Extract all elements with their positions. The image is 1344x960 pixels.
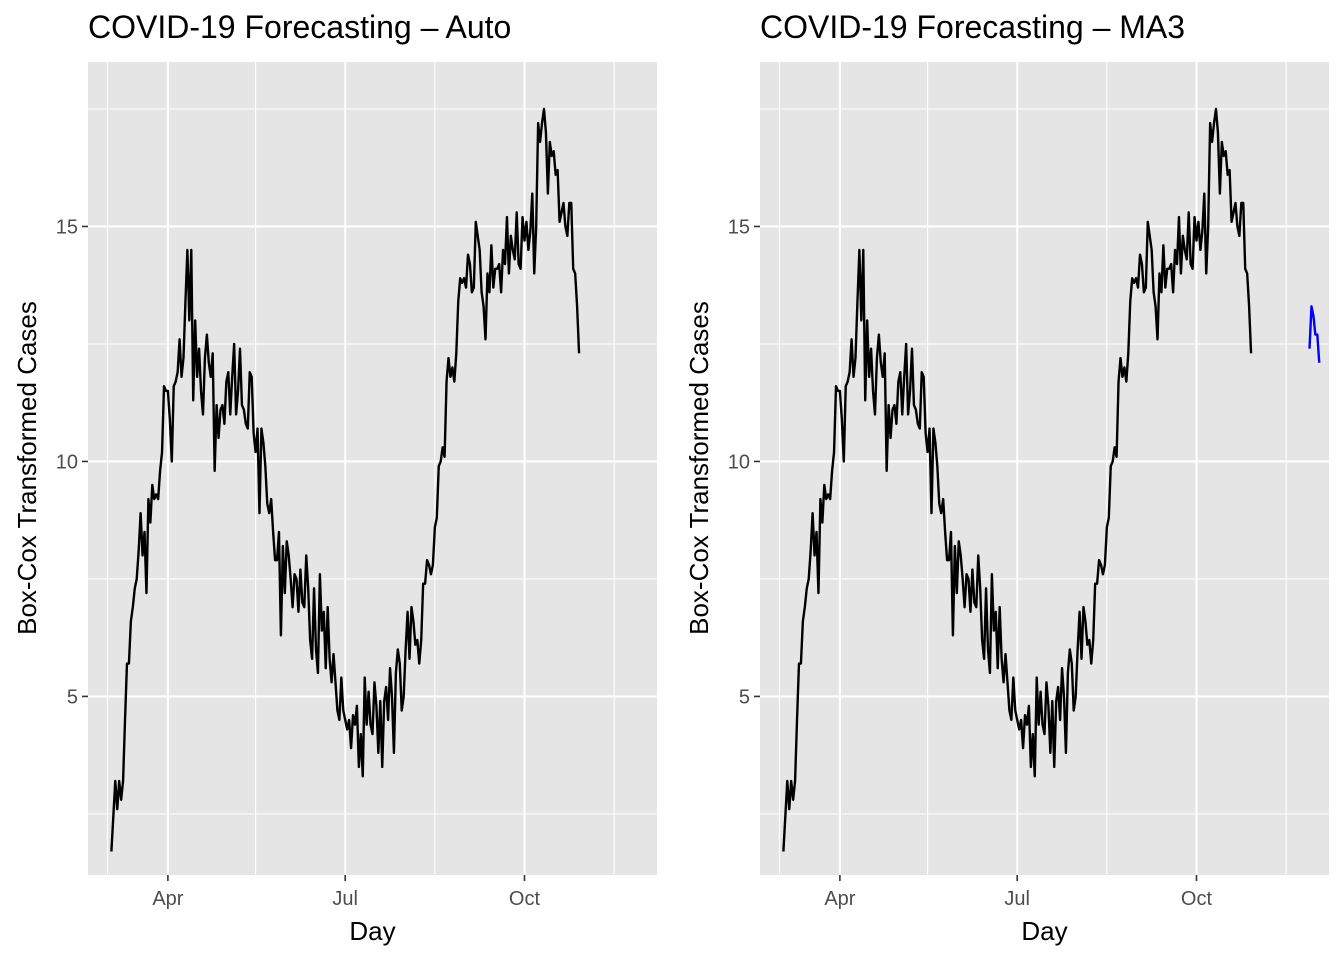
axes-ma3: 5 10 15 Apr Jul Oct: [728, 216, 1213, 910]
panel-title-ma3: COVID-19 Forecasting – MA3: [760, 9, 1185, 45]
grid-auto: [88, 62, 657, 875]
y-tick-label: 15: [728, 216, 750, 238]
forecast-line: [1308, 305, 1321, 363]
y-axis-title-auto: Box-Cox Transformed Cases: [12, 301, 42, 635]
axes-auto: 5 10 15 Apr Jul Oct: [56, 216, 541, 910]
y-tick-label: 5: [739, 686, 750, 708]
y-tick-label: 10: [728, 451, 750, 473]
y-axis-title-ma3: Box-Cox Transformed Cases: [684, 301, 714, 635]
plot-area-auto: [88, 62, 657, 875]
grid-ma3: [760, 62, 1329, 875]
x-tick-label: Jul: [332, 888, 358, 910]
panel-title-auto: COVID-19 Forecasting – Auto: [88, 9, 511, 45]
x-tick-label: Jul: [1004, 888, 1030, 910]
panel-ma3: COVID-19 Forecasting – MA3 5 10 15 Apr Jul Oc…: [684, 9, 1329, 946]
x-tick-label: Oct: [1181, 888, 1213, 910]
series-ma3: [782, 107, 1321, 852]
observed-line: [110, 107, 581, 852]
x-axis-title-ma3: Day: [1021, 916, 1067, 946]
x-tick-label: Apr: [152, 888, 183, 910]
y-tick-label: 5: [67, 686, 78, 708]
observed-line: [782, 107, 1253, 852]
x-axis-title-auto: Day: [349, 916, 395, 946]
y-tick-label: 10: [56, 451, 78, 473]
x-tick-label: Oct: [509, 888, 541, 910]
series-auto: [110, 107, 581, 852]
x-tick-label: Apr: [824, 888, 855, 910]
plot-area-ma3: [760, 62, 1329, 875]
panel-auto: COVID-19 Forecasting – Auto 5 10 15 Apr Jul O…: [12, 9, 657, 946]
y-tick-label: 15: [56, 216, 78, 238]
